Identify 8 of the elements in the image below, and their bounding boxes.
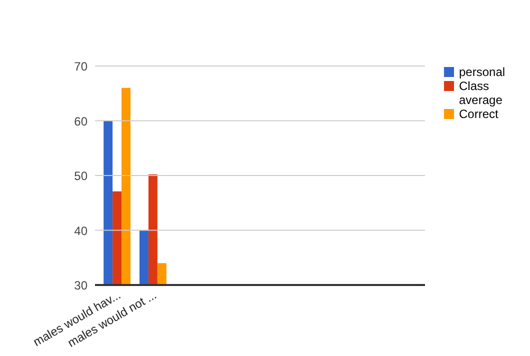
y-tick-label: 60 — [74, 114, 88, 128]
y-tick-label: 70 — [74, 60, 88, 74]
y-tick-label: 30 — [74, 278, 88, 292]
y-tick-label: 50 — [74, 169, 88, 183]
y-tick-label: 40 — [74, 224, 88, 238]
legend-label: Correct — [459, 107, 500, 121]
legend-label: personal — [459, 65, 506, 79]
legend-label: Class average — [459, 79, 503, 107]
